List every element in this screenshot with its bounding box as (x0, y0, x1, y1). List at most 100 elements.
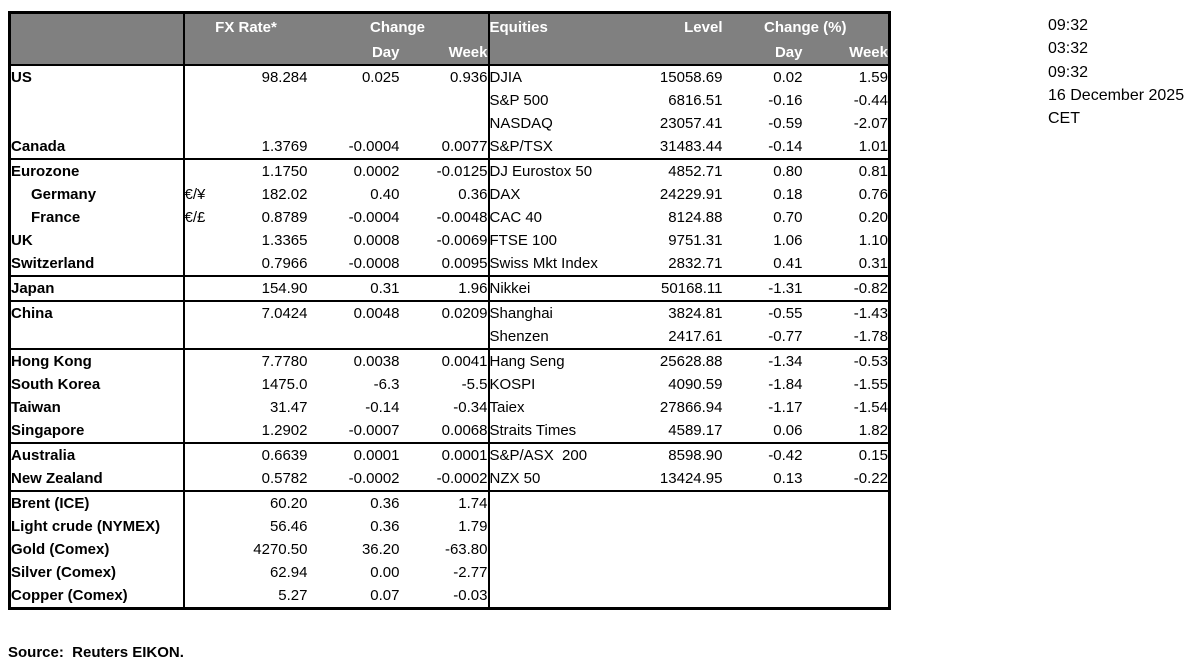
cell-country: Canada (9, 135, 185, 159)
cell-country: Singapore (9, 419, 185, 443)
table-row: New Zealand 0.5782 -0.0002 -0.0002 NZX 50 134… (9, 467, 890, 491)
cell-fx-day: -0.14 (365, 399, 400, 416)
cell-equity-week: 0.20 (858, 209, 888, 226)
cell-equity-name: DJ Eurostox 50 (488, 158, 649, 183)
equities-day-header: Day (722, 41, 803, 66)
cell-equity-day: -0.77 (768, 328, 803, 345)
cell-equity-week: 0.15 (802, 442, 890, 467)
cell-fx-rate: 0.8789 (261, 209, 308, 226)
cell-equity-week (802, 490, 890, 515)
cell-equity-name: Swiss Mkt Index (489, 255, 598, 272)
cell-fx-week: -0.0069 (399, 229, 490, 252)
cell-pair-symbol (184, 89, 222, 112)
table-row: US 98.284 0.025 0.936 DJIA 15058.69 0.02 1.59 (9, 65, 890, 89)
cell-equity-week (803, 515, 890, 538)
cell-equity-name (489, 515, 649, 538)
cell-fx-rate: 7.0424 (221, 300, 308, 325)
cell-fx-day: 0.025 (361, 69, 400, 86)
header-spacer (9, 41, 185, 66)
cell-equity-name: Taiex (489, 399, 525, 416)
cell-equity-name: Hang Seng (488, 348, 649, 373)
cell-fx-rate: 1.2902 (261, 422, 308, 439)
cell-equity-name (489, 538, 649, 561)
cell-equity-week: -0.53 (802, 348, 890, 373)
cell-pair-symbol (184, 515, 222, 538)
cell-equity-day: 0.18 (773, 186, 803, 203)
cell-pair-symbol (183, 348, 222, 373)
cell-pair-symbol (184, 538, 222, 561)
table-row: S&P 500 6816.51 -0.16 -0.44 (9, 89, 890, 112)
cell-fx-rate: 1.3365 (261, 232, 308, 249)
cell-equity-name: S&P/TSX (489, 138, 553, 155)
cell-fx-week: 0.0209 (399, 300, 490, 325)
cell-fx-day: 0.31 (307, 275, 400, 301)
cell-equity-name: DJIA (489, 69, 523, 86)
cell-equity-day (723, 538, 803, 561)
cell-equity-level: 4090.59 (668, 376, 723, 393)
cell-country (9, 325, 185, 349)
cell-equity-week: -2.07 (853, 115, 888, 132)
timestamp-line: 09:32 (1048, 17, 1089, 34)
cell-fx-day: -0.0004 (348, 209, 400, 226)
cell-fx-rate (222, 89, 308, 112)
cell-fx-day: 0.07 (370, 587, 400, 604)
cell-fx-rate: 4270.50 (253, 541, 308, 558)
header-spacer (648, 41, 723, 66)
cell-equity-level: 8598.90 (648, 442, 723, 467)
cell-equity-day: -1.17 (768, 399, 803, 416)
cell-equity-level: 8124.88 (668, 209, 723, 226)
cell-equity-name: FTSE 100 (489, 232, 558, 249)
table-row: Silver (Comex) 62.94 0.00 -2.77 (9, 561, 890, 584)
cell-fx-day: -0.0004 (348, 138, 400, 155)
cell-fx-day: 0.0008 (353, 232, 400, 249)
cell-fx-rate: 0.5782 (261, 470, 308, 487)
cell-fx-rate: 0.6639 (221, 442, 308, 467)
cell-fx-day (308, 112, 400, 135)
cell-fx-week (399, 89, 490, 112)
cell-equity-day: -0.14 (768, 138, 803, 155)
cell-equity-name: S&P 500 (489, 92, 549, 109)
cell-equity-day: -1.31 (722, 275, 803, 301)
cell-equity-level: 4852.71 (648, 158, 723, 183)
cell-equity-day: 0.13 (773, 470, 803, 487)
table-header: FX Rate* Change Equities Level Change (%… (9, 12, 890, 66)
cell-fx-week: 0.936 (399, 65, 490, 89)
cell-country: Hong Kong (9, 348, 185, 373)
fx-day-header: Day (307, 41, 400, 66)
cell-equity-level: 27866.94 (659, 399, 723, 416)
cell-equity-day: -0.42 (722, 442, 803, 467)
cell-country: Switzerland (9, 252, 185, 276)
cell-country: Eurozone (9, 158, 185, 183)
cell-equity-day: 0.41 (773, 255, 803, 272)
cell-country: UK (9, 229, 185, 252)
cell-equity-day: -0.55 (722, 300, 803, 325)
equities-week-header: Week (802, 41, 890, 66)
cell-fx-day: -0.0007 (348, 422, 400, 439)
table-row: Taiwan 31.47 -0.14 -0.34 Taiex 27866.94 -1.17 -… (9, 396, 890, 419)
table-row: South Korea 1475.0 -6.3 -5.5 KOSPI 4090.59 -1.… (9, 373, 890, 396)
header-spacer (9, 12, 185, 41)
cell-equity-week: -1.43 (802, 300, 890, 325)
cell-equity-level: 6816.51 (668, 92, 723, 109)
cell-fx-week: -0.0125 (399, 158, 490, 183)
cell-fx-week: -63.80 (399, 538, 490, 561)
header-spacer (183, 41, 308, 66)
table-row: Australia 0.6639 0.0001 0.0001 S&P/ASX 200 85… (9, 442, 890, 467)
cell-equity-day: -1.34 (722, 348, 803, 373)
cell-fx-day: 0.36 (370, 518, 400, 535)
cell-equity-level: 25628.88 (648, 348, 723, 373)
fx-rate-header: FX Rate* (183, 12, 308, 41)
equities-header: Equities (488, 12, 649, 41)
cell-equity-week: 1.82 (858, 422, 888, 439)
table-row: NASDAQ 23057.41 -0.59 -2.07 (9, 112, 890, 135)
cell-equity-level: 31483.44 (659, 138, 723, 155)
cell-fx-rate (222, 325, 308, 349)
table-row: Copper (Comex) 5.27 0.07 -0.03 (9, 584, 890, 609)
cell-equity-day: 0.80 (722, 158, 803, 183)
cell-country: US (9, 65, 185, 89)
cell-equity-week: -0.82 (802, 275, 890, 301)
cell-equity-week: 0.31 (858, 255, 888, 272)
cell-equity-week: 0.81 (802, 158, 890, 183)
cell-equity-level: 3824.81 (648, 300, 723, 325)
